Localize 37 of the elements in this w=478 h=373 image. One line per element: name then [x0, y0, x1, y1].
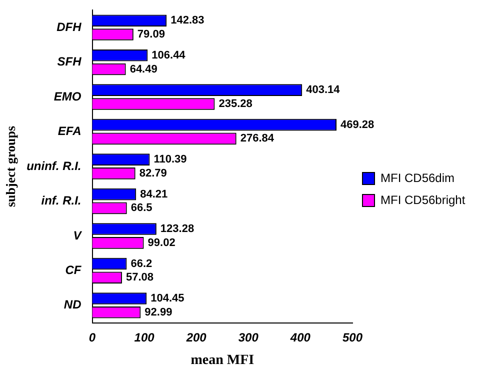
data-label: 66.2	[130, 258, 152, 270]
y-tick-label: V	[73, 228, 82, 242]
y-tick-label: SFH	[57, 54, 82, 69]
x-tick-label: 400	[289, 330, 311, 344]
data-label: 79.09	[137, 28, 165, 41]
legend-label: MFI CD56dim	[380, 170, 455, 185]
x-tick-label: 300	[238, 330, 259, 344]
x-tick-label: 200	[185, 330, 207, 344]
x-tick-label: 500	[342, 330, 363, 344]
data-label: 110.39	[154, 154, 187, 166]
legend-label: MFI CD56bright	[380, 192, 466, 207]
y-tick-label: inf. R.I.	[41, 194, 82, 208]
data-label: 82.79	[139, 167, 167, 180]
y-axis-title: subject groups	[3, 126, 18, 208]
data-label: 142.83	[170, 14, 204, 27]
data-label: 66.5	[130, 202, 152, 214]
data-label: 84.21	[140, 188, 168, 200]
y-tick-label: CF	[65, 263, 82, 278]
data-label: 403.14	[306, 84, 341, 96]
data-label: 64.49	[130, 63, 158, 76]
x-axis-title: mean MFI	[190, 353, 254, 368]
data-label: 99.02	[148, 236, 176, 249]
data-label: 92.99	[144, 306, 172, 318]
data-label: 276.84	[240, 132, 275, 145]
data-label: 123.28	[160, 223, 194, 236]
y-tick-label: DFH	[56, 20, 82, 34]
y-tick-label: EFA	[58, 124, 82, 138]
data-label: 104.45	[150, 292, 184, 305]
data-label: 469.28	[340, 118, 374, 131]
data-label: 57.08	[126, 272, 154, 284]
x-tick-label: 100	[134, 330, 155, 344]
x-tick-label: 0	[88, 330, 96, 344]
data-label: 235.28	[218, 98, 252, 110]
y-tick-label: ND	[64, 298, 82, 312]
data-label: 106.44	[152, 49, 186, 62]
y-tick-label: uninf. R.I.	[26, 158, 82, 173]
y-tick-label: EMO	[54, 89, 82, 104]
